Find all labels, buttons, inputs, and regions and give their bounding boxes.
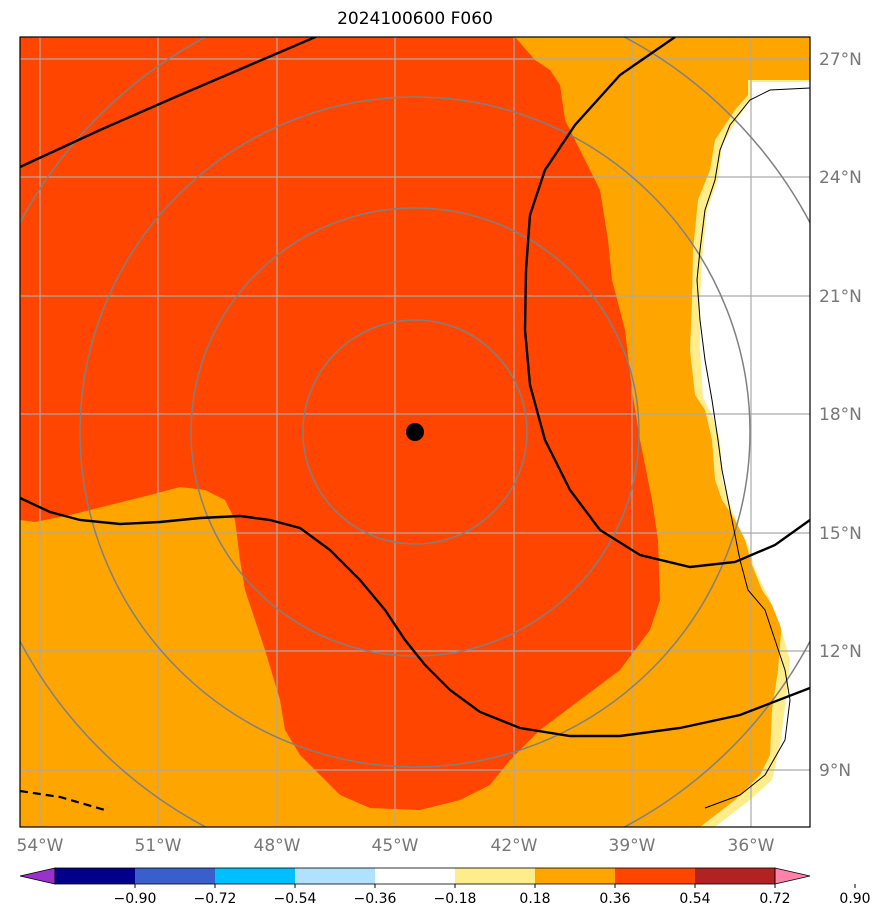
colorbar-bin — [535, 868, 616, 884]
dashed-contour — [20, 789, 106, 812]
graticule — [20, 37, 810, 827]
lon-label-48: 48°W — [254, 836, 301, 856]
colorbar-extend-max — [774, 867, 811, 885]
lon-label-54: 54°W — [17, 836, 64, 856]
colorbar-bin — [695, 868, 776, 884]
colorbar-tick-label: −0.72 — [194, 891, 237, 907]
map-frame — [19, 36, 811, 828]
colorbar-tick-label: 0.90 — [839, 891, 870, 907]
lat-label-24: 24°N — [819, 168, 862, 188]
lon-label-42: 42°W — [491, 836, 538, 856]
longitude-labels: 54°W 51°W 48°W 45°W 42°W 39°W 36°W — [17, 836, 775, 856]
map-title: 2024100600 F060 — [337, 9, 493, 29]
colorbar-bin — [135, 868, 216, 884]
colorbar-bin — [375, 868, 456, 884]
lat-label-12: 12°N — [819, 642, 862, 662]
colorbar-tick-label: −0.18 — [434, 891, 477, 907]
lat-label-18: 18°N — [819, 405, 862, 425]
lat-label-15: 15°N — [819, 524, 862, 544]
colorbar-outline — [54, 867, 776, 885]
range-rings — [20, 37, 810, 827]
white-region — [700, 82, 810, 827]
colorbar-bin — [455, 868, 536, 884]
colorbar-tick-label: 0.72 — [759, 891, 790, 907]
colorbar-tick-label: 0.18 — [519, 891, 550, 907]
colorbar-tick-label: −0.54 — [274, 891, 317, 907]
colorbar-bin — [55, 868, 136, 884]
colorbar-bin — [215, 868, 296, 884]
lon-label-45: 45°W — [372, 836, 419, 856]
lon-label-39: 39°W — [609, 836, 656, 856]
contour-lines — [20, 37, 810, 738]
map-area — [20, 37, 810, 827]
storm-center-marker — [406, 423, 424, 441]
colorbar-tick-label: −0.36 — [354, 891, 397, 907]
latitude-labels: 27°N 24°N 21°N 18°N 15°N 12°N 9°N — [819, 50, 862, 781]
lat-label-21: 21°N — [819, 287, 862, 307]
red-orange-region — [20, 37, 660, 810]
lon-label-51: 51°W — [135, 836, 182, 856]
colorbar-bin — [615, 868, 696, 884]
colorbar-extend-min — [19, 867, 56, 885]
colorbar-bin — [295, 868, 376, 884]
colorbar-tick-label: 0.54 — [679, 891, 710, 907]
colorbar: −0.90 −0.72 −0.54 −0.36 −0.18 0.18 0.36 0.54 0.7… — [19, 867, 871, 907]
colorbar-tick-label: −0.90 — [114, 891, 157, 907]
lat-label-27: 27°N — [819, 50, 862, 70]
lon-label-36: 36°W — [728, 836, 775, 856]
colorbar-tick-label: 0.36 — [599, 891, 630, 907]
lat-label-9: 9°N — [819, 761, 851, 781]
